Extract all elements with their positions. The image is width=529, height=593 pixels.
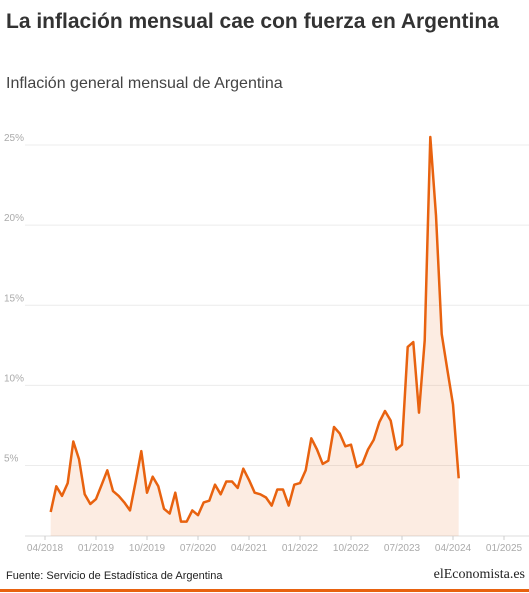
y-tick-label: 25% (4, 133, 24, 144)
subtitle: Inflación general mensual de Argentina (6, 75, 283, 92)
x-tick-label: 01/2022 (282, 543, 319, 554)
y-tick-label: 20% (4, 213, 24, 224)
source: Fuente: Servicio de Estadística de Argen… (6, 570, 223, 582)
footer-bar (0, 589, 529, 592)
line (49, 135, 460, 523)
x-tick-label: 04/2018 (27, 543, 64, 554)
chart: 5% 10% 15% 20% 25% 04/2018 01/2019 10/2019 07/20… (4, 133, 529, 554)
x-tick-label: 10/2022 (333, 543, 370, 554)
x-tick-label: 04/2024 (435, 543, 472, 554)
title: La inflación mensual cae con fuerza en A… (6, 10, 499, 33)
y-tick-label: 5% (4, 453, 19, 464)
x-tick-label: 04/2021 (231, 543, 268, 554)
x-tick-label: 01/2025 (486, 543, 523, 554)
y-tick-label: 10% (4, 373, 24, 384)
x-tick-label: 10/2019 (129, 543, 166, 554)
area (50, 137, 459, 536)
x-tick-label: 07/2023 (384, 543, 421, 554)
x-tick-label: 07/2020 (180, 543, 217, 554)
x-tick-label: 01/2019 (78, 543, 115, 554)
y-tick-label: 15% (4, 293, 24, 304)
logo: elEconomista.es (433, 567, 525, 582)
